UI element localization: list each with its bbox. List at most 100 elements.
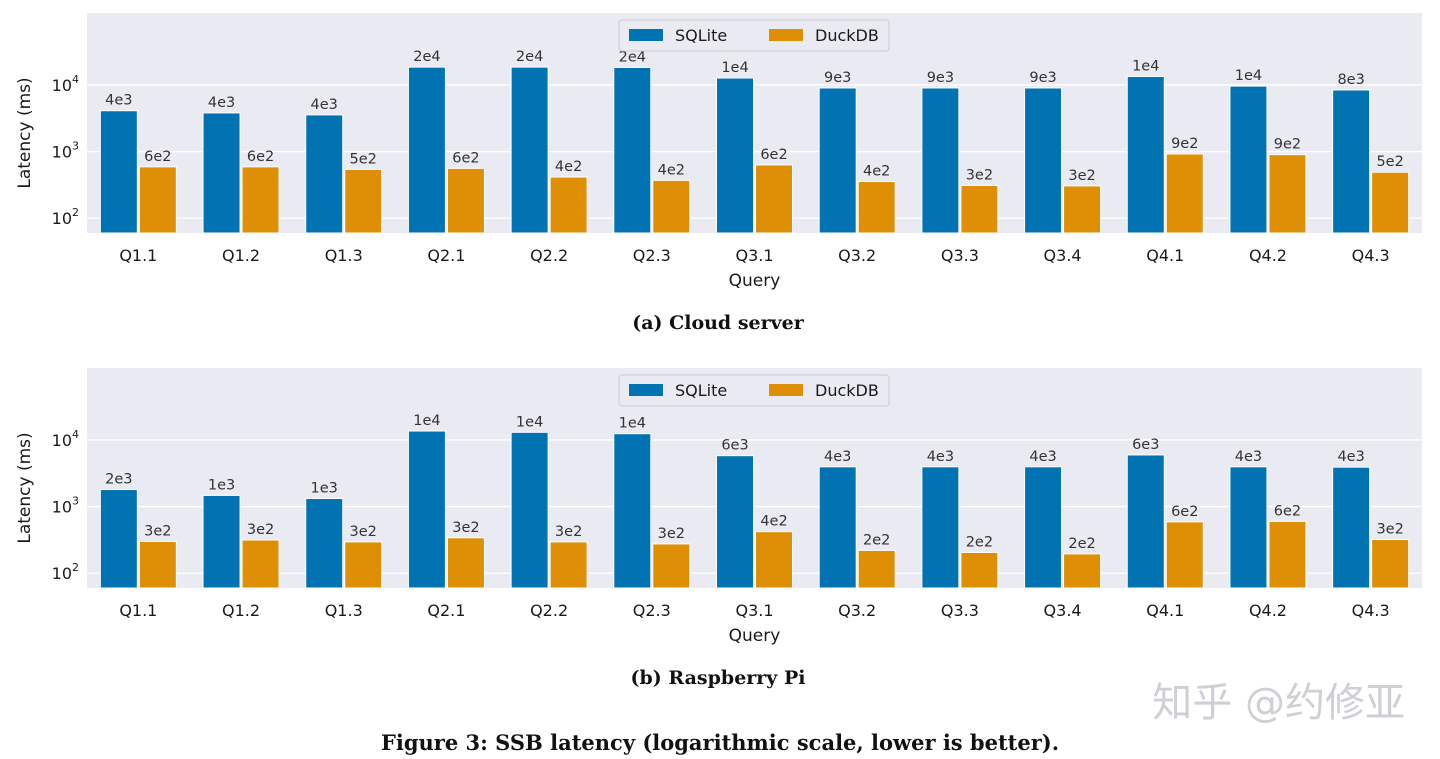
- sqlite-bar: [921, 87, 960, 234]
- x-tick-label: Q4.3: [1352, 246, 1390, 265]
- legend-label-duckdb: DuckDB: [815, 381, 879, 400]
- legend-box: [618, 19, 890, 52]
- duckdb-data-label: 6e2: [1171, 504, 1198, 520]
- x-tick-label: Q1.1: [119, 601, 157, 620]
- x-tick-label: Q3.2: [838, 601, 876, 620]
- duckdb-bar: [960, 551, 999, 589]
- sqlite-data-label: 8e3: [1337, 72, 1364, 88]
- sqlite-bar: [818, 466, 857, 589]
- x-tick-label: Q2.2: [530, 246, 568, 265]
- duckdb-data-label: 6e2: [1274, 503, 1301, 519]
- x-tick-label: Q3.3: [941, 246, 979, 265]
- duckdb-data-label: 3e2: [452, 520, 479, 536]
- x-tick-label: Q3.1: [735, 601, 773, 620]
- duckdb-data-label: 4e2: [760, 514, 787, 530]
- sqlite-bar: [921, 466, 960, 589]
- duckdb-data-label: 6e2: [247, 149, 274, 165]
- y-tick-label: 103: [52, 495, 79, 517]
- duckdb-bar: [652, 179, 691, 234]
- chart-cloud-server: 102 103 104 4e3 6e2 Q1.1 4e3 6e2 Q1.2 4e3 5e2 Q1.3 2…: [15, 13, 1422, 334]
- sqlite-bar: [305, 114, 344, 234]
- x-axis-label: Query: [729, 626, 781, 646]
- duckdb-bar: [241, 539, 280, 589]
- sqlite-data-label: 1e4: [721, 60, 748, 76]
- duckdb-bar: [1063, 553, 1102, 589]
- sqlite-bar: [716, 455, 754, 589]
- legend-swatch-sqlite: [629, 29, 663, 41]
- duckdb-bar: [549, 541, 588, 589]
- y-axis-label: Latency (ms): [15, 77, 35, 188]
- x-tick-label: Q1.2: [222, 601, 260, 620]
- legend: SQLite DuckDB: [618, 19, 890, 52]
- sqlite-bar: [510, 66, 549, 234]
- duckdb-data-label: 3e2: [966, 167, 993, 183]
- sqlite-bar: [202, 112, 241, 234]
- watermark: 知乎 @约修亚: [1152, 680, 1405, 726]
- sqlite-bar: [1229, 466, 1268, 589]
- sqlite-data-label: 2e4: [619, 49, 646, 65]
- x-axis-label: Query: [729, 271, 781, 291]
- sqlite-data-label: 4e3: [1029, 449, 1056, 465]
- duckdb-data-label: 2e2: [1068, 536, 1095, 552]
- sqlite-bar: [818, 87, 857, 234]
- x-tick-label: Q4.1: [1146, 601, 1184, 620]
- x-tick-label: Q3.4: [1044, 601, 1082, 620]
- duckdb-data-label: 9e2: [1274, 137, 1301, 153]
- x-tick-label: Q2.1: [427, 246, 465, 265]
- sqlite-data-label: 4e3: [208, 95, 235, 111]
- duckdb-bar: [1165, 153, 1204, 234]
- duckdb-data-label: 3e2: [1068, 168, 1095, 184]
- legend-label-sqlite: SQLite: [675, 381, 727, 400]
- sqlite-bar: [1332, 466, 1371, 589]
- duckdb-data-label: 4e2: [555, 159, 582, 175]
- x-tick-label: Q4.1: [1146, 246, 1184, 265]
- sqlite-data-label: 2e4: [413, 49, 440, 65]
- legend-swatch-duckdb: [769, 384, 803, 396]
- sqlite-data-label: 9e3: [1029, 70, 1056, 86]
- duckdb-data-label: 9e2: [1171, 136, 1198, 152]
- x-tick-label: Q2.3: [633, 246, 671, 265]
- chart-caption: (a) Cloud server: [632, 312, 805, 334]
- sqlite-bar: [305, 498, 344, 589]
- sqlite-data-label: 4e3: [927, 449, 954, 465]
- duckdb-data-label: 3e2: [658, 526, 685, 542]
- legend-box: [618, 374, 890, 407]
- legend-swatch-sqlite: [629, 384, 663, 396]
- duckdb-bar: [1371, 539, 1410, 589]
- sqlite-data-label: 1e3: [311, 481, 338, 497]
- x-tick-label: Q1.2: [222, 246, 260, 265]
- duckdb-data-label: 5e2: [350, 151, 377, 167]
- duckdb-data-label: 6e2: [760, 147, 787, 163]
- duckdb-data-label: 3e2: [350, 524, 377, 540]
- sqlite-data-label: 1e4: [619, 416, 646, 432]
- duckdb-data-label: 4e2: [863, 164, 890, 180]
- sqlite-bar: [1024, 466, 1063, 589]
- x-tick-label: Q3.3: [941, 601, 979, 620]
- sqlite-bar: [99, 489, 138, 589]
- duckdb-bar: [446, 167, 485, 234]
- duckdb-bar: [755, 164, 793, 234]
- duckdb-data-label: 2e2: [863, 532, 890, 548]
- duckdb-data-label: 3e2: [555, 524, 582, 540]
- x-tick-label: Q3.2: [838, 246, 876, 265]
- x-tick-label: Q1.3: [325, 601, 363, 620]
- sqlite-data-label: 9e3: [927, 70, 954, 86]
- x-tick-label: Q2.1: [427, 601, 465, 620]
- x-tick-label: Q1.3: [325, 246, 363, 265]
- sqlite-bar: [1126, 454, 1165, 589]
- chart-raspberry-pi: 102 103 104 2e3 3e2 Q1.1 1e3 3e2 Q1.2 1e3 3e2 Q1.3 1…: [15, 368, 1422, 689]
- x-tick-label: Q2.3: [633, 601, 671, 620]
- sqlite-data-label: 1e4: [1235, 68, 1262, 84]
- duckdb-bar: [138, 540, 177, 589]
- duckdb-data-label: 4e2: [658, 162, 685, 178]
- sqlite-data-label: 1e3: [208, 477, 235, 493]
- duckdb-bar: [652, 543, 691, 589]
- duckdb-bar: [1371, 171, 1410, 234]
- duckdb-bar: [1268, 520, 1307, 589]
- duckdb-bar: [755, 531, 793, 589]
- sqlite-data-label: 1e4: [1132, 58, 1159, 74]
- legend-label-duckdb: DuckDB: [815, 26, 879, 45]
- sqlite-bar: [407, 66, 446, 234]
- duckdb-bar: [857, 181, 896, 234]
- duckdb-data-label: 6e2: [144, 149, 171, 165]
